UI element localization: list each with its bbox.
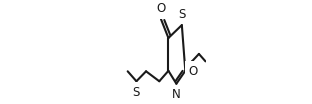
- Text: O: O: [156, 2, 166, 15]
- Text: S: S: [178, 8, 186, 21]
- Text: N: N: [172, 88, 181, 101]
- Text: S: S: [133, 86, 140, 99]
- Text: O: O: [188, 65, 197, 78]
